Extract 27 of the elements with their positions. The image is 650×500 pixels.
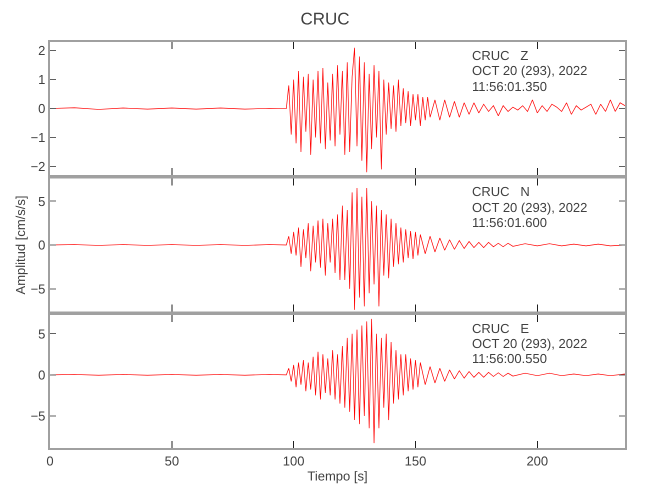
x-tick-label: 150 [404, 454, 426, 469]
y-tick-label: 5 [38, 326, 46, 342]
annotation: 11:56:01.350 [472, 79, 547, 94]
y-tick-label: −2 [30, 159, 46, 174]
annotation: OCT 20 (293), 2022 [472, 200, 588, 215]
x-tick-label: 50 [164, 454, 180, 469]
y-tick-label: −5 [30, 408, 46, 424]
chart-title: CRUC [300, 9, 350, 28]
x-tick-label: 100 [282, 454, 304, 469]
y-tick-label: 1 [38, 72, 46, 88]
annotation: CRUC E [472, 321, 530, 336]
y-axis-title: Amplitud [cm/s/s] [13, 196, 28, 294]
y-tick-label: 0 [38, 367, 46, 382]
annotation: OCT 20 (293), 2022 [472, 63, 588, 78]
annotation: CRUC Z [472, 48, 528, 63]
y-tick-label: 0 [38, 101, 46, 116]
y-tick-label: −1 [30, 130, 46, 146]
y-tick-label: 5 [38, 194, 46, 209]
x-tick-label: 200 [526, 454, 548, 469]
annotation: CRUC N [472, 184, 530, 199]
annotation: 11:56:00.550 [472, 351, 547, 366]
x-axis-title: Tiempo [s] [307, 468, 368, 484]
y-tick-label: −5 [30, 281, 46, 296]
y-tick-label: 0 [38, 238, 46, 253]
annotation: OCT 20 (293), 2022 [472, 336, 588, 351]
annotation: 11:56:01.600 [472, 215, 547, 230]
y-tick-label: 2 [38, 43, 46, 58]
